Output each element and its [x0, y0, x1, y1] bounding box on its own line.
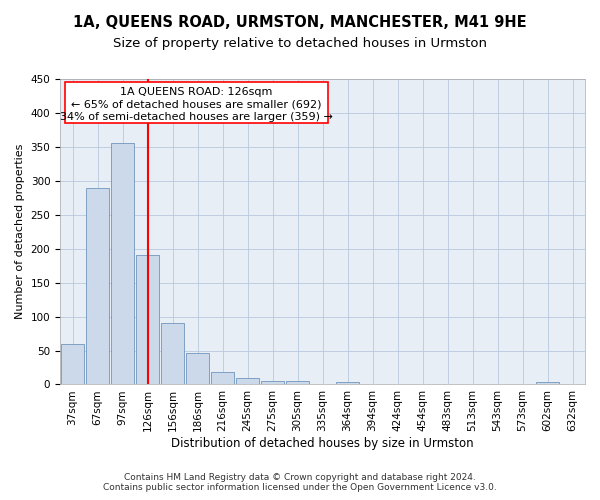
Text: 1A, QUEENS ROAD, URMSTON, MANCHESTER, M41 9HE: 1A, QUEENS ROAD, URMSTON, MANCHESTER, M4…: [73, 15, 527, 30]
Y-axis label: Number of detached properties: Number of detached properties: [15, 144, 25, 320]
FancyBboxPatch shape: [65, 82, 328, 124]
Bar: [236, 378, 259, 384]
Text: Size of property relative to detached houses in Urmston: Size of property relative to detached ho…: [113, 38, 487, 51]
Bar: [211, 372, 234, 384]
Bar: [286, 381, 309, 384]
Text: Contains HM Land Registry data © Crown copyright and database right 2024.
Contai: Contains HM Land Registry data © Crown c…: [103, 473, 497, 492]
Bar: [86, 188, 109, 384]
Bar: [536, 382, 559, 384]
Text: ← 65% of detached houses are smaller (692): ← 65% of detached houses are smaller (69…: [71, 100, 322, 110]
Text: 1A QUEENS ROAD: 126sqm: 1A QUEENS ROAD: 126sqm: [121, 88, 273, 98]
Bar: [336, 382, 359, 384]
Bar: [186, 352, 209, 384]
X-axis label: Distribution of detached houses by size in Urmston: Distribution of detached houses by size …: [171, 437, 474, 450]
Bar: [136, 256, 159, 384]
Bar: [261, 381, 284, 384]
Bar: [111, 144, 134, 384]
Bar: [161, 324, 184, 384]
Bar: [61, 344, 84, 384]
Text: 34% of semi-detached houses are larger (359) →: 34% of semi-detached houses are larger (…: [60, 112, 333, 122]
